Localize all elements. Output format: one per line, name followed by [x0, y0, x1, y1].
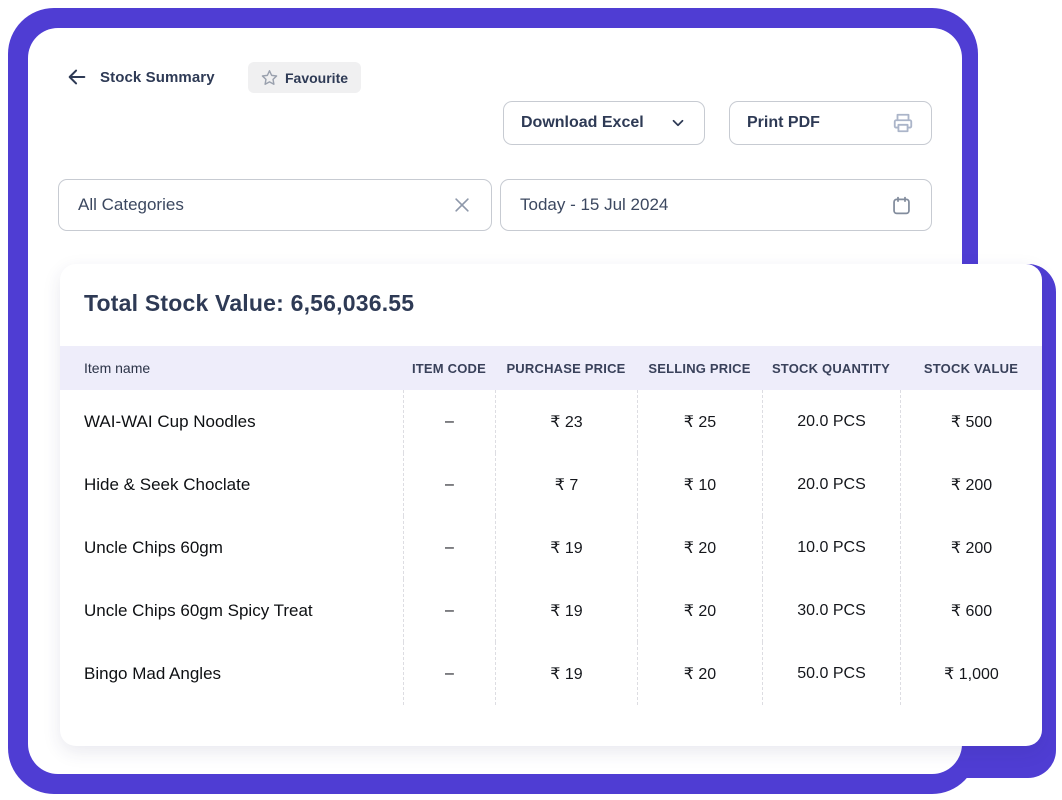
total-stock-value: Total Stock Value: 6,56,036.55 [84, 290, 415, 316]
cell-stock-quantity: 20.0 PCS [762, 390, 900, 453]
cell-stock-value: ₹ 1,000 [900, 642, 1042, 705]
category-filter-value: All Categories [78, 195, 184, 214]
cell-stock-value: ₹ 600 [900, 579, 1042, 642]
col-header-stock-quantity: STOCK QUANTITY [771, 360, 891, 376]
cell-selling-price: ₹ 20 [637, 642, 762, 705]
favourite-label: Favourite [285, 69, 349, 86]
cell-item-name: Uncle Chips 60gm [84, 537, 223, 557]
page-title: Stock Summary [100, 68, 215, 86]
stock-summary-card: Total Stock Value: 6,56,036.55 Item name… [60, 264, 1042, 746]
top-bar: Stock Summary [64, 64, 215, 90]
back-arrow-icon[interactable] [64, 64, 90, 90]
cell-stock-quantity: 50.0 PCS [762, 642, 900, 705]
table-body: WAI-WAI Cup Noodles – ₹ 23 ₹ 25 20.0 PCS… [60, 390, 1042, 705]
cell-stock-value: ₹ 200 [900, 453, 1042, 516]
cell-purchase-price: ₹ 19 [495, 579, 637, 642]
cell-item-name: Hide & Seek Choclate [84, 474, 251, 494]
cell-purchase-price: ₹ 23 [495, 390, 637, 453]
star-icon [261, 70, 278, 86]
clear-category-icon[interactable] [452, 195, 472, 215]
table-row: Uncle Chips 60gm – ₹ 19 ₹ 20 10.0 PCS ₹ … [60, 516, 1042, 579]
download-excel-label: Download Excel [521, 114, 644, 131]
cell-item-name: Uncle Chips 60gm Spicy Treat [84, 600, 313, 620]
cell-stock-quantity: 20.0 PCS [762, 453, 900, 516]
cell-item-code: – [403, 453, 495, 516]
table-row: WAI-WAI Cup Noodles – ₹ 23 ₹ 25 20.0 PCS… [60, 390, 1042, 453]
col-header-item-code: ITEM CODE [411, 360, 487, 376]
date-range-picker[interactable]: Today - 15 Jul 2024 [500, 179, 932, 231]
cell-item-name: WAI-WAI Cup Noodles [84, 411, 256, 431]
favourite-button[interactable]: Favourite [248, 62, 362, 93]
cell-purchase-price: ₹ 19 [495, 642, 637, 705]
cell-item-code: – [403, 579, 495, 642]
calendar-icon[interactable] [891, 195, 912, 216]
cell-purchase-price: ₹ 7 [495, 453, 637, 516]
category-filter-input[interactable]: All Categories [58, 179, 492, 231]
cell-selling-price: ₹ 20 [637, 579, 762, 642]
print-pdf-button[interactable]: Print PDF [729, 101, 932, 145]
cell-item-code: – [403, 642, 495, 705]
chevron-down-icon [672, 119, 684, 127]
col-header-purchase-price: PURCHASE PRICE [506, 360, 626, 376]
download-excel-button[interactable]: Download Excel [503, 101, 705, 145]
table-header-row: Item name ITEM CODE PURCHASE PRICE SELLI… [60, 346, 1042, 390]
print-pdf-label: Print PDF [747, 114, 820, 131]
cell-selling-price: ₹ 25 [637, 390, 762, 453]
cell-item-code: – [403, 516, 495, 579]
cell-stock-quantity: 30.0 PCS [762, 579, 900, 642]
table-row: Uncle Chips 60gm Spicy Treat – ₹ 19 ₹ 20… [60, 579, 1042, 642]
col-header-selling-price: SELLING PRICE [648, 360, 751, 376]
cell-purchase-price: ₹ 19 [495, 516, 637, 579]
date-range-value: Today - 15 Jul 2024 [520, 195, 669, 214]
cell-stock-value: ₹ 500 [900, 390, 1042, 453]
cell-stock-quantity: 10.0 PCS [762, 516, 900, 579]
cell-selling-price: ₹ 20 [637, 516, 762, 579]
col-header-stock-value: STOCK VALUE [923, 360, 1019, 376]
cell-stock-value: ₹ 200 [900, 516, 1042, 579]
table-row: Bingo Mad Angles – ₹ 19 ₹ 20 50.0 PCS ₹ … [60, 642, 1042, 705]
printer-icon [893, 113, 913, 133]
cell-item-name: Bingo Mad Angles [84, 663, 222, 683]
table-row: Hide & Seek Choclate – ₹ 7 ₹ 10 20.0 PCS… [60, 453, 1042, 516]
col-header-item-name: Item name [84, 360, 151, 376]
cell-item-code: – [403, 390, 495, 453]
cell-selling-price: ₹ 10 [637, 453, 762, 516]
